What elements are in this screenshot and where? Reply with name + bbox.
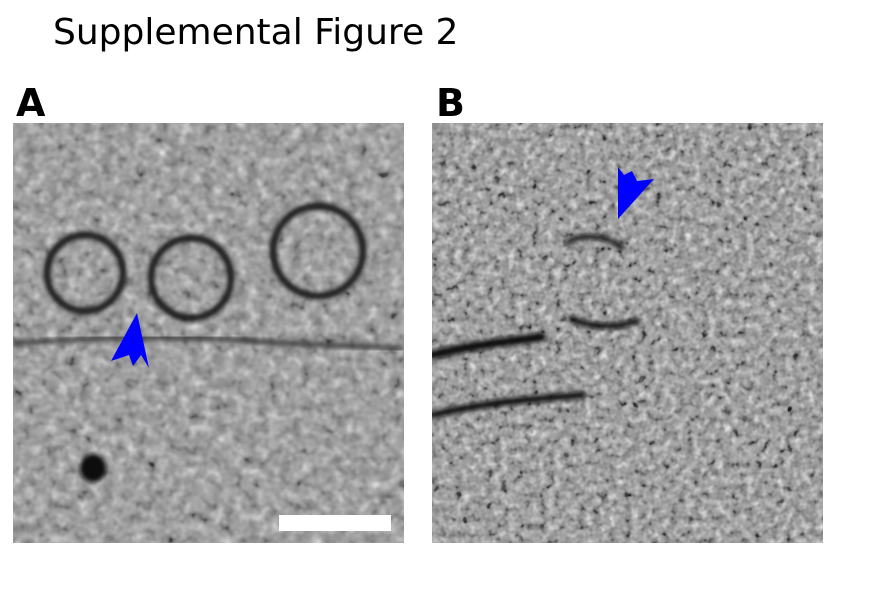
figure-title: Supplemental Figure 2 (53, 12, 459, 53)
panel-b-label: B (436, 81, 465, 125)
panel-a-image (13, 123, 404, 543)
arrowhead-icon (618, 167, 654, 219)
panel-a-label: A (16, 81, 46, 125)
scale-bar (279, 515, 391, 531)
vesicle-center (147, 234, 235, 322)
panel-b-image (432, 123, 823, 543)
arrowhead-icon (111, 313, 149, 368)
vesicle-left (43, 231, 127, 315)
vesicle-right (269, 202, 367, 300)
